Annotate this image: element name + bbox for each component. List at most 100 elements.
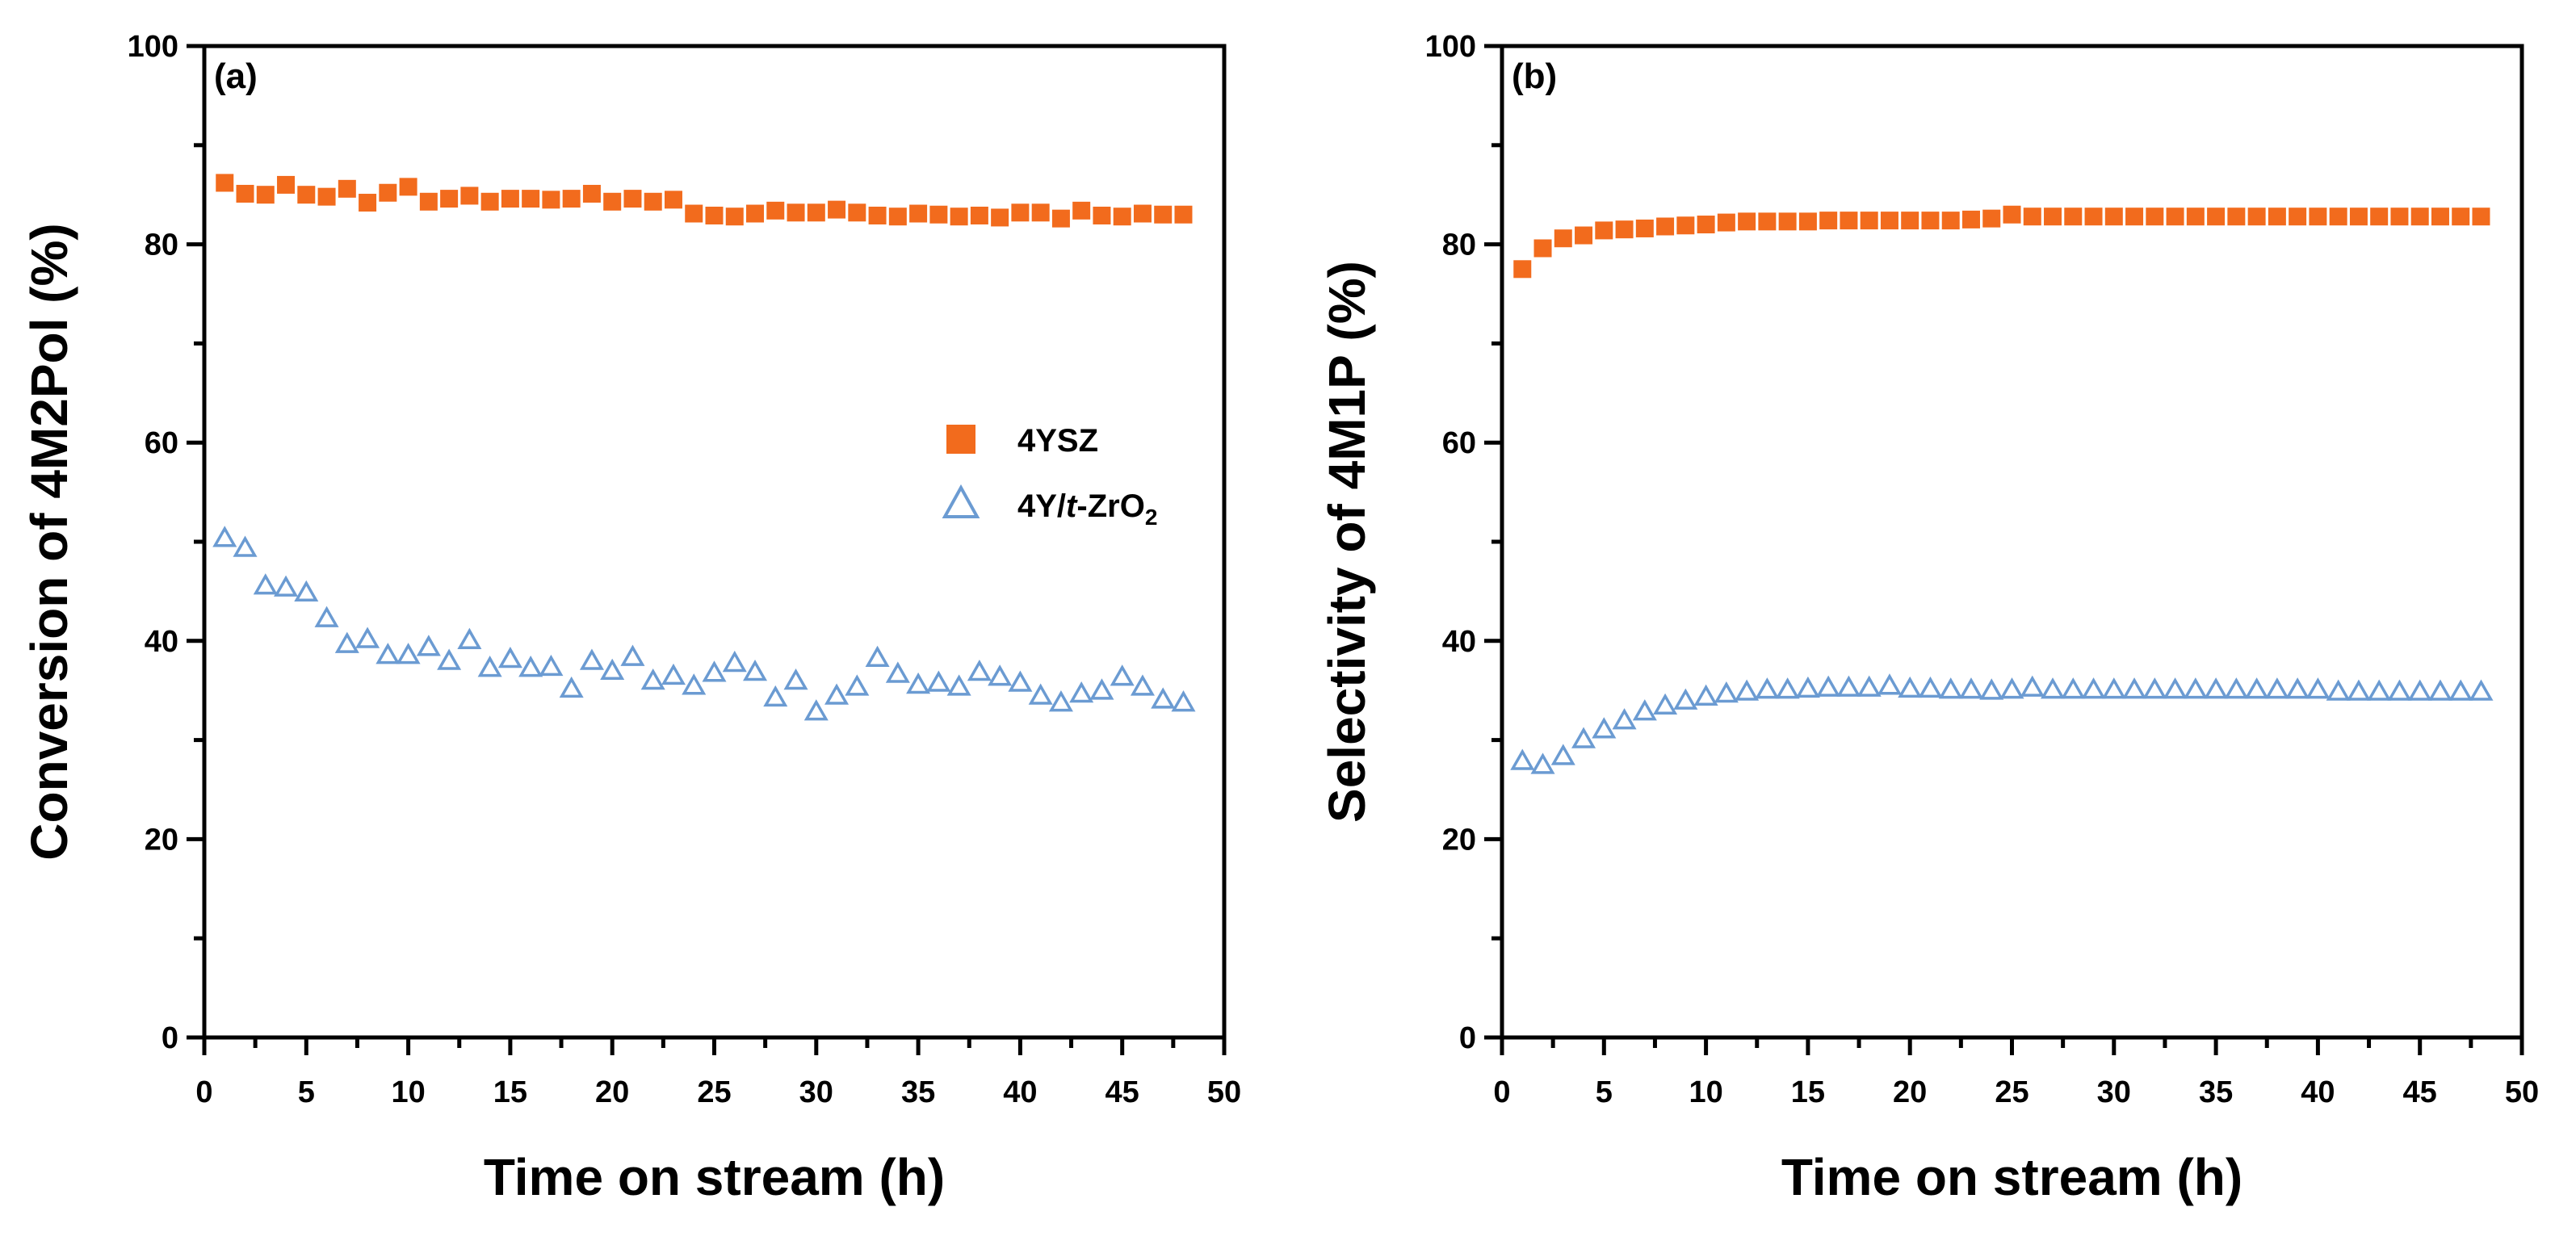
data-point-4yt-zro2 bbox=[1836, 675, 1861, 697]
data-point-4yt-zro2 bbox=[2061, 677, 2086, 699]
data-point-4yt-zro2 bbox=[294, 580, 319, 602]
data-point-4yt-zro2 bbox=[640, 669, 665, 690]
x-tick-label: 0 bbox=[195, 1075, 212, 1109]
y-tick-label: 80 bbox=[145, 228, 178, 262]
data-point-4ysz bbox=[2044, 207, 2062, 226]
data-point-4ysz bbox=[2125, 207, 2144, 226]
data-point-4ysz bbox=[1901, 212, 1919, 230]
legend-label-subscript: 2 bbox=[1145, 505, 1158, 530]
data-point-4yt-zro2 bbox=[865, 645, 890, 668]
data-point-4yt-zro2 bbox=[355, 627, 380, 648]
plot-frame bbox=[202, 44, 1227, 1040]
data-point-4yt-zro2 bbox=[2204, 677, 2229, 699]
data-point-4ysz bbox=[766, 201, 785, 220]
data-point-4yt-zro2 bbox=[1979, 678, 2004, 700]
data-point-4ysz bbox=[1798, 212, 1817, 231]
x-tick-label: 25 bbox=[1995, 1075, 2028, 1109]
data-point-4yt-zro2 bbox=[1612, 708, 1637, 730]
data-point-4yt-zro2 bbox=[722, 650, 747, 673]
data-point-4ysz bbox=[317, 187, 336, 206]
data-point-4ysz bbox=[1011, 203, 1030, 222]
data-point-4yt-zro2 bbox=[253, 573, 278, 595]
panel-label: (b) bbox=[1512, 57, 1557, 96]
panel-label: (a) bbox=[214, 57, 258, 96]
data-point-4yt-zro2 bbox=[1816, 675, 1841, 697]
y-tick-label: 0 bbox=[162, 1021, 178, 1055]
data-point-4ysz bbox=[359, 194, 377, 212]
data-point-4ysz bbox=[746, 204, 765, 223]
data-point-4yt-zro2 bbox=[803, 699, 829, 721]
data-point-4yt-zro2 bbox=[375, 643, 401, 664]
data-point-4ysz bbox=[909, 204, 928, 223]
data-point-4yt-zro2 bbox=[2305, 677, 2331, 699]
data-point-4ysz bbox=[2370, 207, 2389, 226]
data-point-4ysz bbox=[236, 184, 254, 203]
data-point-4yt-zro2 bbox=[2244, 677, 2269, 699]
data-point-4ysz bbox=[1676, 216, 1695, 235]
data-point-4ysz bbox=[2003, 205, 2021, 224]
data-point-4yt-zro2 bbox=[1714, 681, 1739, 703]
data-point-4yt-zro2 bbox=[1089, 678, 1114, 700]
data-point-4ysz bbox=[1554, 229, 1572, 248]
data-point-4ysz bbox=[1961, 210, 1980, 228]
data-point-4ysz bbox=[644, 192, 662, 211]
x-tick-label: 40 bbox=[2301, 1075, 2335, 1109]
data-point-4yt-zro2 bbox=[1735, 679, 1760, 701]
data-point-4yt-zro2 bbox=[1938, 677, 1963, 699]
data-point-4ysz bbox=[1575, 226, 1593, 245]
legend-marker-4ysz bbox=[946, 425, 975, 454]
data-point-4ysz bbox=[2227, 207, 2246, 226]
data-point-4yt-zro2 bbox=[274, 575, 299, 597]
data-point-4ysz bbox=[440, 190, 459, 208]
data-point-4yt-zro2 bbox=[1008, 670, 1033, 692]
x-axis-title: Time on stream (h) bbox=[484, 1148, 945, 1206]
data-point-4ysz bbox=[1840, 212, 1858, 230]
data-point-4ysz bbox=[2349, 207, 2368, 226]
data-point-4ysz bbox=[1093, 206, 1111, 224]
data-point-4yt-zro2 bbox=[2183, 677, 2208, 699]
data-point-4ysz bbox=[623, 190, 642, 208]
y-tick-label: 20 bbox=[1442, 823, 1476, 857]
data-point-4ysz bbox=[277, 175, 296, 194]
data-point-4yt-zro2 bbox=[396, 643, 421, 664]
data-point-4ysz bbox=[2329, 207, 2347, 226]
data-point-4yt-zro2 bbox=[2264, 677, 2289, 699]
data-point-4yt-zro2 bbox=[1653, 693, 1678, 715]
panel-b: 0 20 40 60 80 100 0 5 10 15 20 25 30 35 40 45 50 Time on … bbox=[1318, 30, 2539, 1206]
y-tick-label: 20 bbox=[145, 823, 178, 857]
series-4yt-zro2 bbox=[212, 526, 1196, 721]
data-point-4yt-zro2 bbox=[946, 674, 971, 696]
data-point-4yt-zro2 bbox=[2407, 679, 2432, 701]
data-point-4ysz bbox=[970, 206, 988, 224]
x-tick-label: 35 bbox=[901, 1075, 935, 1109]
data-point-4ysz bbox=[1717, 213, 1735, 232]
y-tick-label: 100 bbox=[128, 30, 178, 64]
data-point-4yt-zro2 bbox=[845, 674, 870, 696]
data-point-4ysz bbox=[297, 186, 316, 204]
data-point-4yt-zro2 bbox=[1550, 744, 1575, 765]
x-tick-label: 45 bbox=[1105, 1075, 1139, 1109]
data-point-4ysz bbox=[2452, 207, 2470, 226]
data-point-4ysz bbox=[2023, 207, 2041, 226]
data-point-4ysz bbox=[868, 206, 887, 224]
data-point-4ysz bbox=[828, 200, 846, 219]
x-tick-label: 0 bbox=[1493, 1075, 1510, 1109]
data-point-4yt-zro2 bbox=[2224, 677, 2249, 699]
legend-label-zro-part: -ZrO bbox=[1076, 488, 1144, 524]
data-point-4yt-zro2 bbox=[233, 535, 258, 557]
y-tick-label: 60 bbox=[145, 426, 178, 460]
y-axis-title: Selectivity of 4M1P (%) bbox=[1318, 261, 1376, 823]
data-point-4ysz bbox=[2268, 207, 2286, 226]
data-point-4ysz bbox=[1656, 217, 1675, 236]
data-point-4yt-zro2 bbox=[334, 631, 359, 653]
data-point-4yt-zro2 bbox=[743, 659, 768, 681]
data-point-4yt-zro2 bbox=[1048, 690, 1073, 712]
plot-frame bbox=[1500, 44, 2524, 1040]
data-point-4ysz bbox=[1758, 212, 1777, 231]
data-point-4ysz bbox=[2289, 207, 2307, 226]
data-point-4ysz bbox=[338, 179, 356, 198]
data-point-4yt-zro2 bbox=[1755, 677, 1780, 699]
data-point-4ysz bbox=[685, 204, 703, 223]
data-point-4yt-zro2 bbox=[1530, 752, 1555, 774]
data-point-4yt-zro2 bbox=[1171, 690, 1196, 712]
